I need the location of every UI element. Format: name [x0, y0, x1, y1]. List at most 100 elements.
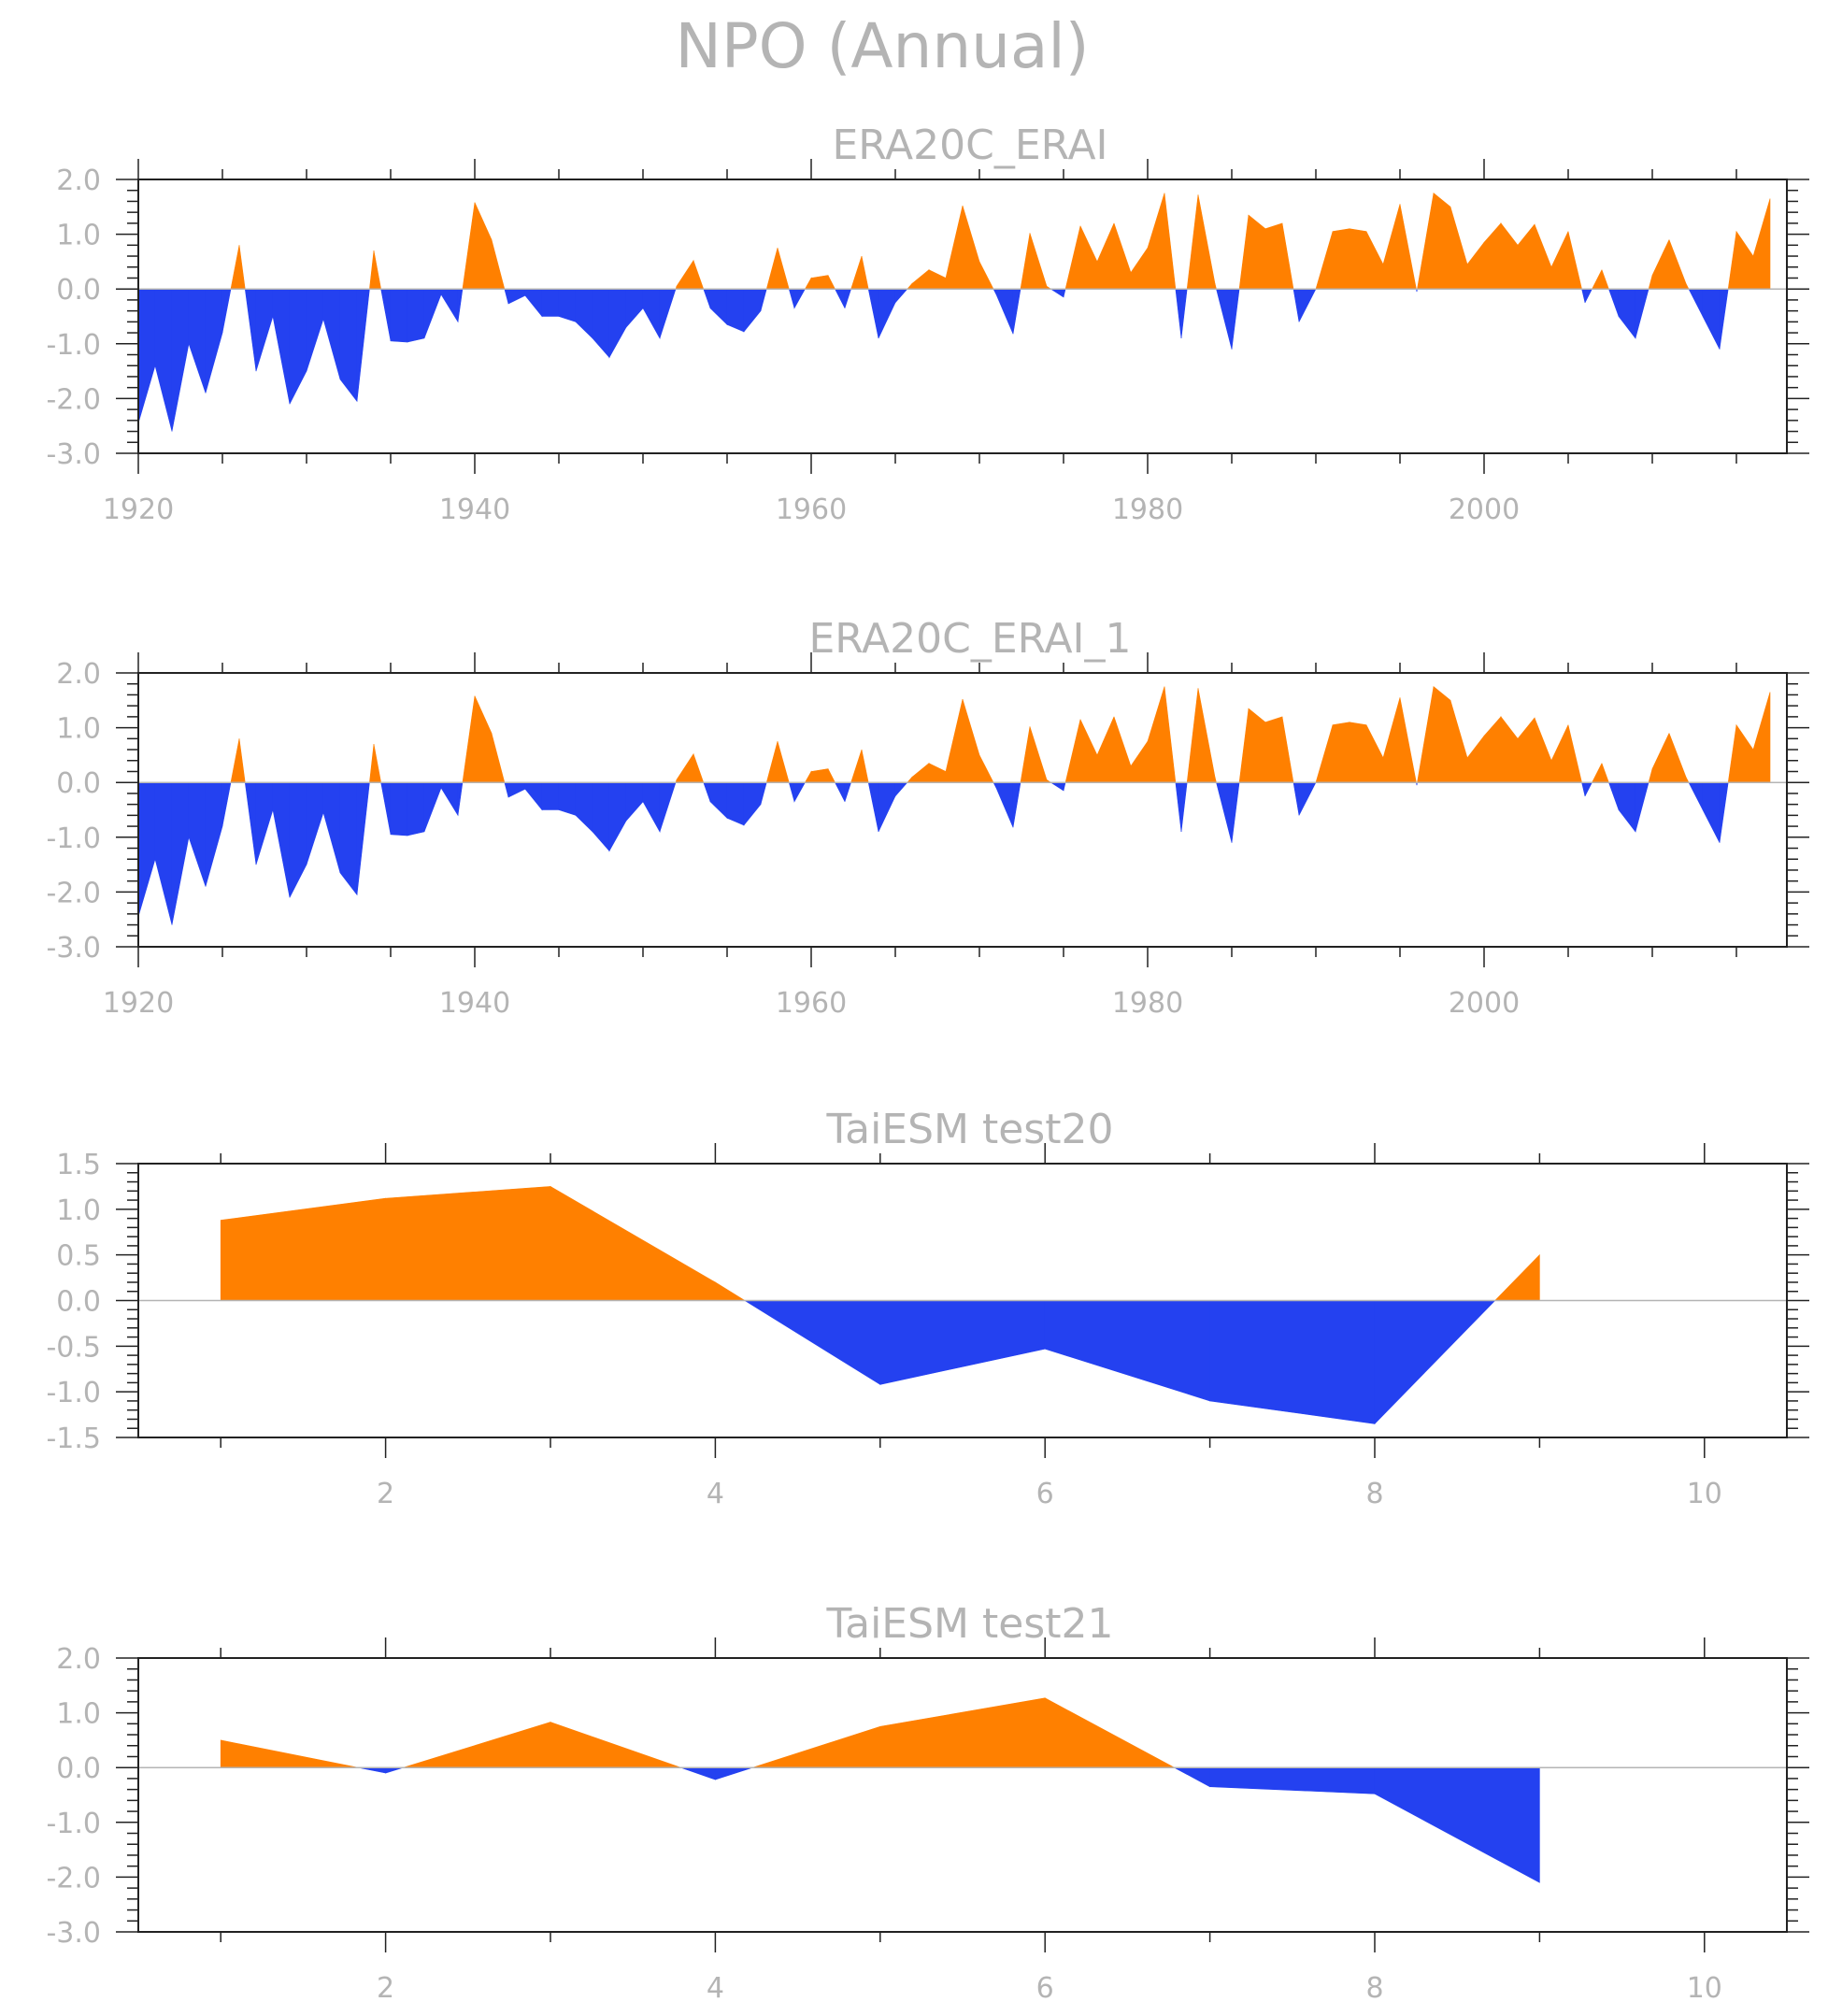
- positive-area: [1164, 686, 1177, 783]
- positive-area: [1113, 222, 1132, 290]
- x-tick-label: 10: [1687, 1478, 1722, 1510]
- negative-area: [1012, 288, 1021, 335]
- positive-area: [693, 753, 705, 783]
- positive-area: [1567, 231, 1582, 290]
- x-tick-label: 2: [377, 1972, 394, 2005]
- negative-area: [423, 288, 442, 339]
- negative-area: [743, 781, 762, 826]
- negative-area: [703, 288, 711, 308]
- negative-area: [625, 288, 644, 329]
- negative-area: [1292, 288, 1300, 322]
- negative-area: [894, 288, 908, 304]
- positive-area: [850, 255, 863, 290]
- negative-area: [878, 781, 896, 833]
- negative-area: [137, 288, 156, 423]
- negative-area: [380, 781, 392, 835]
- negative-area: [993, 781, 997, 789]
- panel-title: ERA20C_ERAI: [832, 122, 1107, 169]
- positive-area: [1417, 686, 1435, 783]
- positive-area: [1685, 283, 1690, 290]
- positive-area: [1517, 717, 1535, 783]
- y-tick-label: -2.0: [46, 1862, 101, 1894]
- negative-area: [1374, 1766, 1540, 1883]
- negative-area: [1050, 288, 1064, 298]
- positive-area: [693, 260, 705, 290]
- positive-area: [1264, 222, 1283, 290]
- negative-area: [760, 288, 767, 311]
- negative-area: [867, 288, 879, 339]
- positive-area: [850, 749, 863, 783]
- negative-area: [726, 288, 745, 333]
- negative-area: [171, 288, 190, 432]
- y-tick-label: 0.0: [56, 274, 101, 307]
- positive-area: [1735, 723, 1754, 783]
- positive-area: [1534, 717, 1552, 783]
- negative-area: [995, 288, 1014, 335]
- negative-area: [1581, 781, 1586, 796]
- negative-area: [423, 781, 442, 833]
- y-tick-label: -2.0: [46, 877, 101, 909]
- negative-area: [541, 288, 560, 317]
- positive-area: [1685, 777, 1690, 783]
- positive-area: [1399, 697, 1417, 783]
- y-tick-label: -3.0: [46, 1917, 101, 1950]
- positive-area: [715, 1281, 746, 1301]
- positive-area: [1500, 715, 1519, 783]
- negative-area: [1231, 288, 1240, 350]
- negative-area: [642, 781, 661, 834]
- negative-area: [558, 288, 577, 322]
- positive-area: [804, 277, 812, 290]
- negative-area: [743, 288, 762, 333]
- negative-area: [1174, 1766, 1210, 1788]
- positive-area: [1433, 686, 1451, 783]
- positive-area: [1064, 719, 1081, 783]
- negative-area: [703, 781, 711, 802]
- positive-area: [978, 754, 994, 783]
- negative-area: [1618, 288, 1636, 339]
- negative-area: [835, 781, 846, 802]
- positive-area: [1466, 241, 1485, 290]
- positive-area: [962, 206, 980, 290]
- negative-area: [358, 1766, 386, 1774]
- negative-area: [306, 781, 324, 865]
- positive-area: [369, 744, 375, 783]
- negative-area: [390, 288, 408, 343]
- positive-area: [1214, 777, 1217, 783]
- x-tick-label: 1960: [776, 493, 847, 526]
- positive-area: [1365, 231, 1384, 290]
- negative-area: [1719, 781, 1729, 843]
- negative-area: [1298, 781, 1317, 816]
- positive-area: [1651, 733, 1670, 783]
- positive-area: [1238, 708, 1250, 783]
- negative-area: [760, 781, 767, 805]
- negative-area: [137, 781, 156, 917]
- positive-area: [861, 749, 869, 783]
- positive-area: [810, 768, 829, 783]
- positive-area: [230, 245, 240, 290]
- negative-area: [879, 1300, 1046, 1385]
- positive-area: [911, 763, 930, 783]
- positive-area: [1332, 722, 1350, 783]
- chart-panel-1: ERA20C_ERAI 1920 1940 1960 1980 2000 2.0 1.0 0.0…: [46, 122, 1809, 526]
- negative-area: [339, 288, 358, 403]
- x-tick-label: 6: [1036, 1972, 1054, 2005]
- y-tick-label: 1.5: [56, 1149, 101, 1181]
- positive-area: [804, 770, 812, 783]
- negative-area: [1719, 288, 1729, 350]
- x-tick-label: 1940: [439, 987, 510, 1020]
- positive-area: [1197, 194, 1216, 290]
- negative-area: [1702, 288, 1721, 350]
- negative-area: [575, 781, 593, 833]
- positive-area: [907, 282, 913, 290]
- negative-area: [1374, 1300, 1496, 1425]
- positive-area: [369, 250, 375, 290]
- positive-area: [1130, 247, 1149, 290]
- negative-area: [1050, 781, 1064, 792]
- x-tick-label: 1940: [439, 493, 510, 526]
- negative-area: [322, 288, 341, 379]
- x-tick-label: 2000: [1449, 987, 1520, 1020]
- positive-area: [1648, 275, 1653, 290]
- positive-area: [1020, 233, 1031, 290]
- negative-area: [356, 781, 370, 895]
- negative-area: [380, 288, 392, 341]
